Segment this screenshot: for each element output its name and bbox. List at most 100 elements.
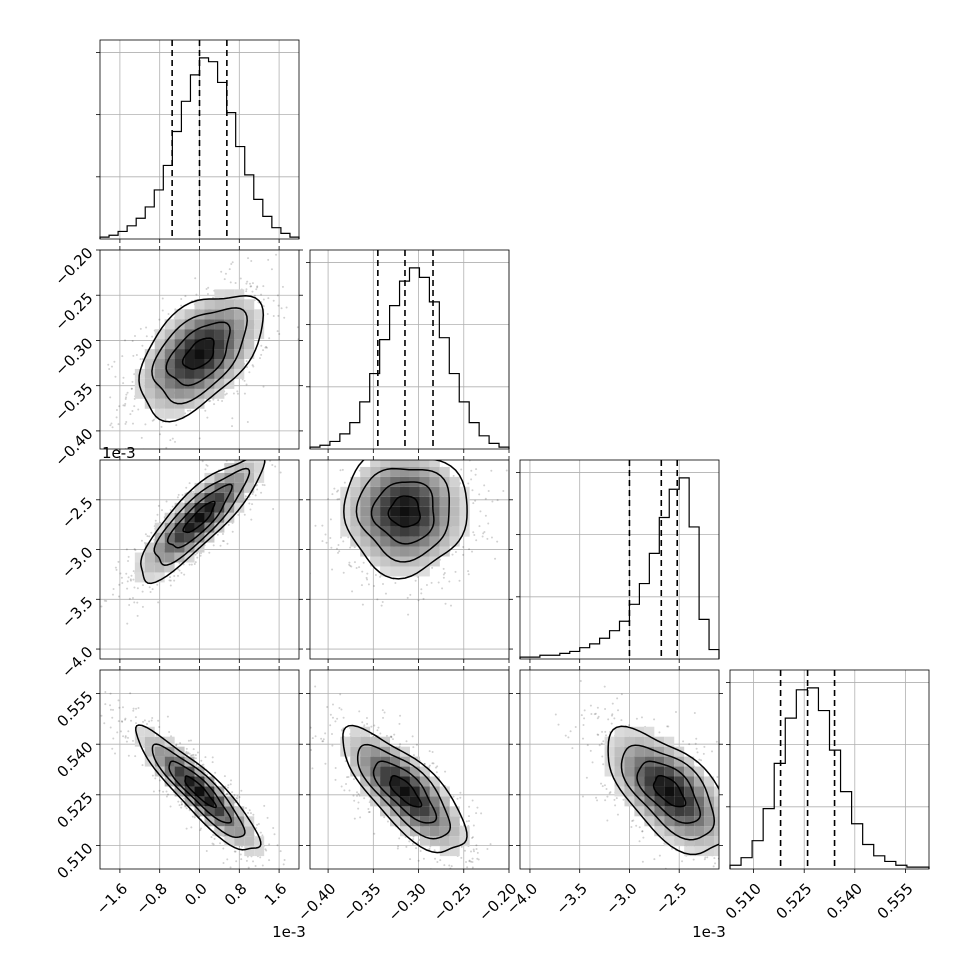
sample-point	[296, 326, 299, 329]
sample-point	[353, 817, 356, 820]
sample-point	[272, 875, 274, 877]
sample-point	[512, 504, 514, 506]
sample-point	[129, 579, 132, 582]
sample-point	[420, 588, 423, 591]
density-cell	[244, 309, 255, 320]
density-cell	[204, 522, 215, 533]
sample-point	[502, 489, 505, 492]
sample-point	[401, 457, 403, 459]
sample-point	[420, 592, 423, 595]
density-cell	[134, 726, 145, 737]
sample-point	[224, 272, 227, 275]
panel-frame-2-1	[309, 459, 510, 660]
sample-point	[151, 774, 154, 777]
sample-point	[250, 454, 252, 456]
sample-point	[193, 816, 196, 819]
sample-point	[331, 703, 334, 706]
contour-level-2	[151, 307, 248, 405]
sample-point	[177, 800, 180, 803]
sample-point	[188, 752, 191, 755]
density-cell	[439, 506, 450, 517]
density-cell	[184, 358, 195, 369]
sample-point	[161, 309, 164, 312]
density-cell	[154, 766, 165, 777]
density-cell	[204, 378, 215, 389]
sample-point	[264, 848, 267, 851]
sample-point	[169, 584, 172, 587]
density-cell	[244, 462, 255, 473]
sample-point	[385, 734, 388, 737]
density-cell	[234, 319, 245, 330]
sample-point	[267, 297, 270, 300]
sample-point	[108, 367, 111, 370]
density-cell	[409, 486, 420, 497]
sample-point	[367, 583, 370, 586]
sample-point	[449, 604, 452, 607]
sample-point	[144, 423, 147, 426]
sample-point	[494, 557, 497, 560]
sample-point	[413, 455, 415, 457]
sample-point	[471, 550, 474, 553]
density-cell	[164, 319, 175, 330]
sample-point	[370, 451, 372, 453]
sample-point	[167, 312, 170, 315]
sample-point	[381, 600, 384, 603]
sample-point	[471, 836, 474, 839]
sample-point	[130, 387, 133, 390]
sample-point	[379, 732, 382, 735]
sample-point	[394, 582, 397, 585]
sample-point	[426, 455, 428, 457]
sample-point	[194, 277, 197, 280]
sample-point	[353, 561, 356, 564]
density-blocks	[134, 289, 265, 419]
sample-point	[109, 396, 112, 399]
sample-point	[135, 353, 138, 356]
density-cell	[380, 536, 391, 547]
sample-point	[305, 259, 307, 261]
sample-point	[251, 492, 254, 495]
density-cell	[204, 309, 215, 320]
sample-point	[237, 513, 240, 516]
sample-point	[297, 571, 299, 573]
sample-point	[125, 393, 128, 396]
sample-point	[132, 709, 135, 712]
sample-point	[355, 566, 358, 569]
sample-point	[431, 762, 434, 765]
sample-point	[93, 677, 95, 679]
sample-point	[149, 591, 152, 594]
sample-point	[247, 866, 250, 869]
sample-point	[374, 574, 377, 577]
sample-point	[146, 535, 149, 538]
density-cell	[370, 556, 381, 567]
density-cell	[214, 319, 225, 330]
sample-point	[221, 453, 223, 455]
sample-point	[244, 495, 247, 498]
sample-point	[532, 433, 534, 435]
density-cell	[174, 368, 185, 379]
sample-point	[245, 807, 248, 810]
sample-point	[175, 744, 178, 747]
sample-point	[505, 469, 508, 472]
density-cell	[254, 309, 265, 320]
density-cell	[234, 309, 245, 320]
sample-point	[357, 807, 360, 810]
density-cell	[429, 506, 440, 517]
sample-point	[433, 849, 436, 852]
density-cell	[184, 309, 195, 320]
sample-point	[248, 809, 251, 812]
density-cell	[184, 796, 195, 807]
sample-point	[100, 714, 103, 717]
sample-point	[291, 882, 293, 884]
density-cell	[409, 546, 420, 557]
density-cell	[419, 496, 430, 507]
sample-point	[300, 432, 302, 434]
sample-point	[236, 794, 239, 797]
sample-point	[373, 585, 376, 588]
density-cell	[184, 398, 195, 409]
sample-point	[223, 278, 226, 281]
sample-point	[452, 795, 455, 798]
density-cell	[214, 502, 225, 513]
sample-point	[248, 457, 250, 459]
sample-point	[191, 754, 194, 757]
